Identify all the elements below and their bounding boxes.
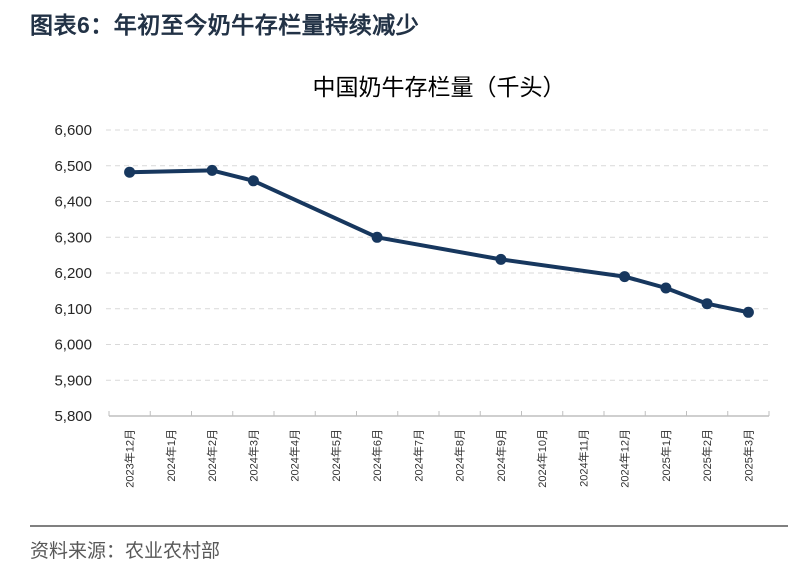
y-axis-tick-label: 6,600 (54, 122, 92, 139)
data-point-marker (371, 231, 383, 243)
footer-divider (30, 525, 788, 527)
line-chart: 5,800 5,900 6,000 6,100 6,200 6,300 6,400 6,500… (54, 122, 770, 488)
data-point-marker (495, 253, 507, 265)
x-axis-tick-label: 2024年8月 (453, 429, 467, 482)
y-axis-tick-label: 6,400 (54, 194, 92, 211)
data-point-marker (124, 166, 136, 178)
data-point-marker (247, 175, 259, 187)
y-axis-tick-label: 6,300 (54, 229, 92, 246)
data-point-marker (619, 271, 631, 283)
x-axis-tick-label: 2025年1月 (659, 429, 673, 482)
y-axis-tick-label: 6,100 (54, 301, 92, 318)
x-axis-tick-label: 2024年7月 (411, 429, 425, 482)
y-axis-tick-label: 5,900 (54, 372, 92, 389)
x-axis-tick-label: 2024年9月 (494, 429, 508, 482)
x-axis-tick-label: 2025年3月 (741, 429, 755, 482)
data-point-marker (742, 306, 754, 318)
x-axis-tick-label: 2025年2月 (700, 429, 714, 482)
series-line (127, 168, 751, 315)
data-point-marker (660, 282, 672, 294)
x-axis-tick-label: 2024年5月 (329, 429, 343, 482)
data-point-marker (701, 298, 713, 310)
x-axis-tick-label: 2023年12月 (123, 429, 137, 488)
x-axis-tick-label: 2024年12月 (618, 429, 632, 488)
y-axis-tick-label: 6,000 (54, 337, 92, 354)
x-axis-tick-label: 2024年1月 (164, 429, 178, 482)
x-axis-tick-label: 2024年3月 (246, 429, 260, 482)
y-axis-tick-label: 6,200 (54, 265, 92, 282)
source-text: 资料来源：农业农村部 (30, 541, 221, 562)
x-axis-tick-label: 2024年4月 (288, 429, 302, 482)
y-axis-tick-label: 6,500 (54, 158, 92, 175)
y-axis-tick-label: 5,800 (54, 408, 92, 425)
figure-title: 图表6：年初至今奶牛存栏量持续减少 (30, 12, 420, 38)
x-axis-tick-label: 2024年6月 (370, 429, 384, 482)
x-axis-tick-label: 2024年2月 (205, 429, 219, 482)
x-axis-tick-label: 2024年11月 (576, 429, 590, 487)
data-point-marker (206, 164, 218, 176)
chart-title: 中国奶牛存栏量（千头） (312, 74, 566, 100)
x-axis-tick-label: 2024年10月 (535, 429, 549, 488)
